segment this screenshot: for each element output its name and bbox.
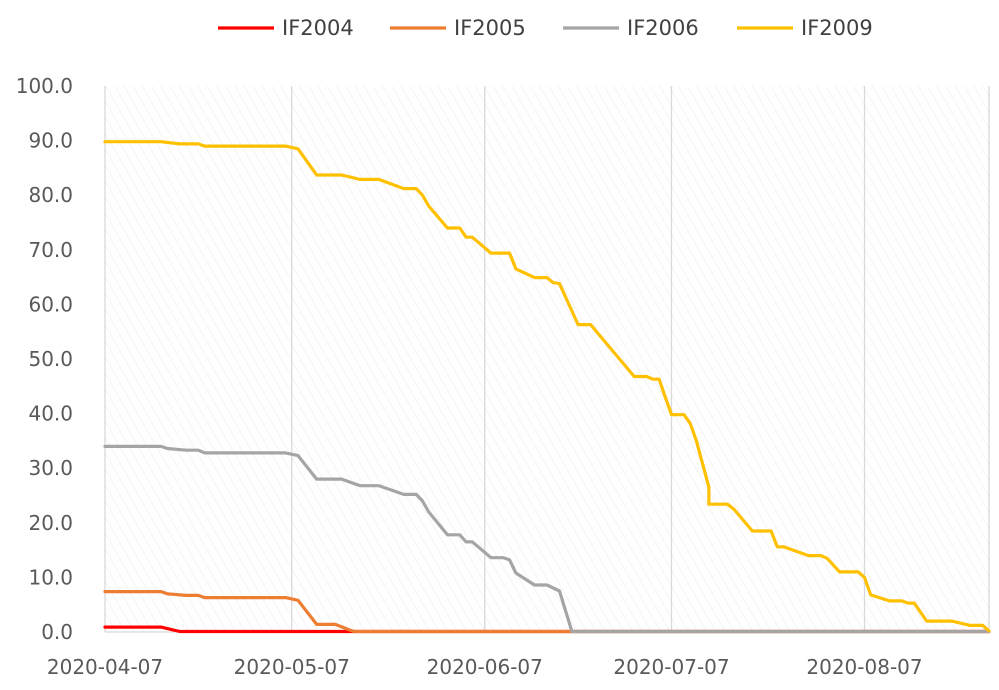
x-tick-label: 2020-07-07 (613, 655, 729, 679)
vertical-gridlines (104, 86, 990, 632)
series-line-if2005 (103, 589, 991, 634)
y-axis: 100.0 90.0 80.0 70.0 60.0 50.0 40.0 30.0 20.0 10.… (16, 74, 73, 644)
plot-area (105, 86, 989, 632)
series-line-if2009 (103, 140, 991, 633)
x-tick-label: 2020-04-07 (47, 655, 163, 679)
y-tick-label: 10.0 (28, 565, 73, 589)
legend-label-if2004: IF2004 (282, 16, 354, 40)
y-tick-label: 60.0 (28, 292, 73, 316)
y-tick-label: 30.0 (28, 456, 73, 480)
x-axis: 2020-04-07 2020-05-07 2020-06-07 2020-07-07… (47, 631, 989, 679)
legend-label-if2006: IF2006 (627, 16, 699, 40)
y-tick-label: 90.0 (28, 129, 73, 153)
x-tick-label: 2020-08-07 (806, 655, 922, 679)
y-tick-label: 40.0 (28, 402, 73, 426)
legend: IF2004 IF2005 IF2006 IF2009 (218, 16, 873, 40)
y-tick-label: 20.0 (28, 511, 73, 535)
x-tick-label: 2020-05-07 (234, 655, 350, 679)
y-tick-label: 0.0 (41, 620, 73, 644)
y-tick-label: 70.0 (28, 238, 73, 262)
x-tick-label: 2020-06-07 (427, 655, 543, 679)
y-tick-label: 50.0 (28, 347, 73, 371)
legend-label-if2005: IF2005 (454, 16, 526, 40)
series-line-if2006 (103, 444, 991, 634)
legend-label-if2009: IF2009 (801, 16, 873, 40)
y-tick-label: 80.0 (28, 183, 73, 207)
y-tick-label: 100.0 (16, 74, 73, 98)
series-lines (103, 140, 991, 634)
